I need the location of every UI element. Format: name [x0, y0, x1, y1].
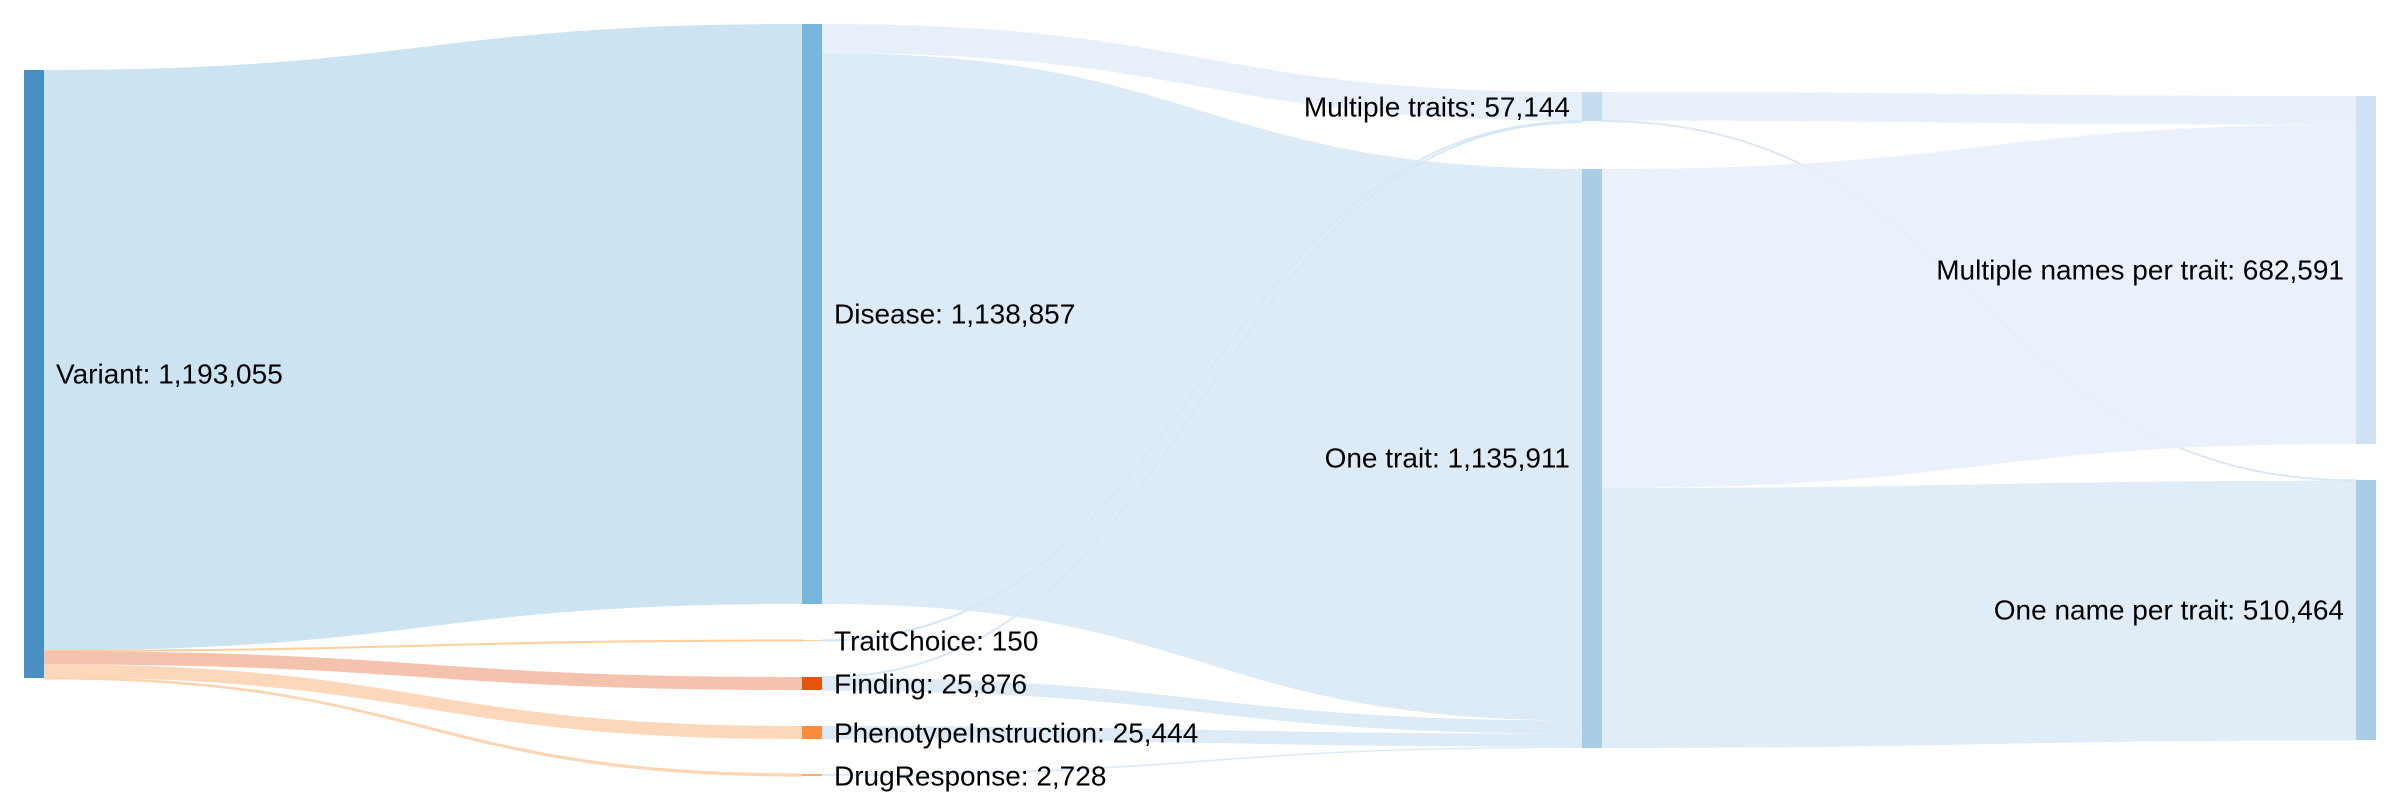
- node-phenotype: [802, 726, 822, 739]
- sankey-links: [43, 24, 2357, 777]
- link-disease-to-one_trait: [822, 52, 1582, 721]
- node-label-one_name: One name per trait: 510,464: [1994, 595, 2344, 626]
- node-label-finding: Finding: 25,876: [834, 669, 1027, 700]
- node-label-disease: Disease: 1,138,857: [834, 299, 1075, 330]
- node-label-drugresponse: DrugResponse: 2,728: [834, 761, 1106, 792]
- node-finding: [802, 677, 822, 690]
- sankey-labels: Variant: 1,193,055 Disease: 1,138,857 Trai…: [56, 92, 2344, 792]
- link-disease-to-multiple_traits: [822, 24, 1582, 121]
- link-one_trait-to-multiple_names: [1602, 124, 2356, 489]
- node-disease: [802, 24, 822, 604]
- node-label-traitchoice: TraitChoice: 150: [834, 626, 1038, 657]
- link-one_trait-to-one_name: [1602, 480, 2356, 748]
- node-label-multiple_traits: Multiple traits: 57,144: [1304, 92, 1570, 123]
- link-finding-to-multiple_traits: [821, 121, 1583, 679]
- node-label-one_trait: One trait: 1,135,911: [1325, 443, 1570, 474]
- node-one_trait: [1582, 169, 1602, 748]
- link-drugresponse-to-one_trait: [822, 746, 1582, 776]
- node-variant: [24, 70, 44, 678]
- node-label-multiple_names: Multiple names per trait: 682,591: [1936, 255, 2344, 286]
- link-phenotype-to-one_trait: [822, 726, 1582, 747]
- link-variant-to-disease: [44, 24, 802, 651]
- node-traitchoice: [802, 640, 822, 641]
- link-variant-to-finding: [44, 651, 802, 690]
- link-variant-to-phenotype: [44, 664, 802, 739]
- node-multiple_names: [2356, 96, 2376, 444]
- node-label-phenotype: PhenotypeInstruction: 25,444: [834, 718, 1198, 749]
- sankey-nodes: [24, 24, 2376, 776]
- link-finding-to-one_trait: [822, 677, 1582, 734]
- node-one_name: [2356, 480, 2376, 740]
- node-drugresponse: [802, 774, 822, 776]
- link-multiple_traits-to-multiple_names: [1602, 92, 2356, 125]
- node-label-variant: Variant: 1,193,055: [56, 359, 283, 390]
- node-multiple_traits: [1582, 92, 1602, 121]
